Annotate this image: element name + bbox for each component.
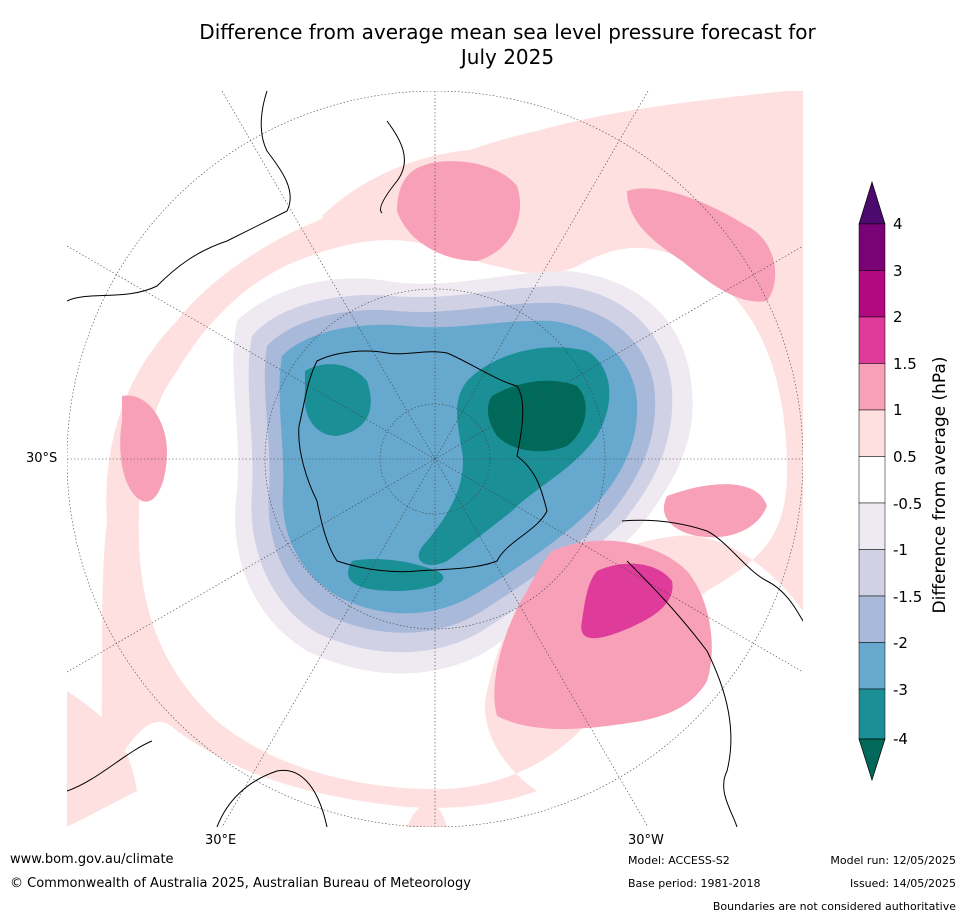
colorbar-bin-3-4 (858, 223, 886, 271)
colorbar-extend-top (858, 180, 886, 225)
map-title-line-1: Difference from average mean sea level p… (199, 20, 816, 44)
colorbar-bin-1.5-2 (858, 316, 886, 364)
colorbar-tick: -1 (893, 541, 908, 559)
colorbar-bin-0.5-1 (858, 409, 886, 457)
boundary-disclaimer: Boundaries are not considered authoritat… (712, 900, 956, 913)
map-title: Difference from average mean sea level p… (150, 20, 865, 70)
colorbar-bin-2-3 (858, 270, 886, 318)
model-name: Model: ACCESS-S2 (628, 854, 730, 867)
lon-label-30e: 30°E (205, 833, 237, 848)
colorbar-tick: -3 (893, 681, 908, 699)
colorbar-bin-neg2-neg3 (858, 642, 886, 690)
colorbar-tick: -4 (893, 730, 908, 748)
model-run-date: Model run: 12/05/2025 (830, 854, 956, 867)
positive-anomaly-strong-region (581, 563, 673, 639)
colorbar-title: Difference from average (hPa) (930, 356, 950, 614)
colorbar-tick: 3 (893, 262, 903, 280)
base-period: Base period: 1981-2018 (628, 877, 761, 890)
colorbar-tick: -1.5 (893, 588, 923, 606)
pressure-anomaly-map (67, 91, 803, 827)
colorbar-tick: -0.5 (893, 495, 923, 513)
colorbar-tick: -2 (893, 634, 908, 652)
colorbar-tick: 1 (893, 401, 903, 419)
colorbar-tick: 2 (893, 308, 903, 326)
colorbar-tick: 1.5 (893, 355, 917, 373)
website-link[interactable]: www.bom.gov.au/climate (10, 852, 174, 867)
colorbar-tick: 0.5 (893, 448, 917, 466)
map-title-line-2: July 2025 (460, 45, 555, 69)
colorbar-bin-neg1-neg1.5 (858, 549, 886, 597)
graticule (67, 91, 803, 827)
colorbar-extend-bottom (858, 738, 886, 782)
colorbar-bin-neg3-neg4 (858, 688, 886, 740)
issued-date: Issued: 14/05/2025 (849, 877, 956, 890)
colorbar-bin-neg0.5-neg1 (858, 502, 886, 550)
copyright-text: © Commonwealth of Australia 2025, Austra… (10, 876, 471, 891)
lat-label-30s: 30°S (26, 451, 58, 466)
colorbar-bin-1-1.5 (858, 363, 886, 411)
colorbar-bin-neutral (858, 456, 886, 504)
colorbar (858, 180, 886, 782)
colorbar-tick: 4 (893, 215, 903, 233)
coastlines (67, 91, 803, 827)
colorbar-bin-neg1.5-neg2 (858, 595, 886, 643)
lon-label-30w: 30°W (628, 833, 664, 848)
